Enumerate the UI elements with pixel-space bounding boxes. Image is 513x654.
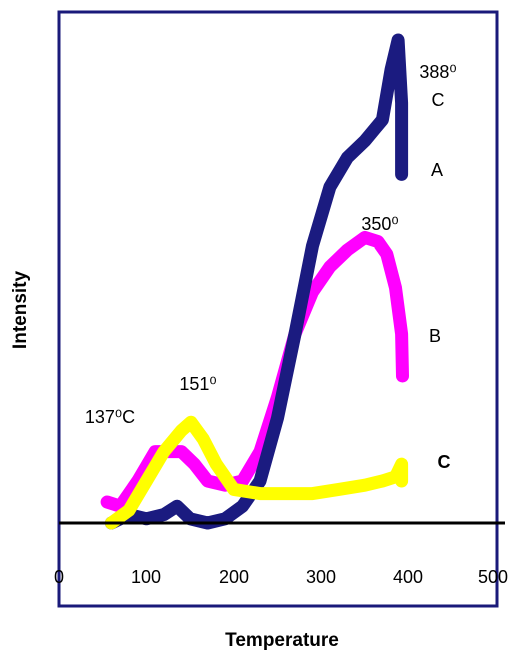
- annotation-388-unit: C: [432, 90, 445, 110]
- x-tick-100: 100: [131, 567, 161, 587]
- series-a-line: [104, 33, 409, 530]
- x-tick-labels: 0 100 200 300 400 500: [54, 567, 508, 587]
- x-tick-300: 300: [306, 567, 336, 587]
- curve-label-b: B: [429, 326, 441, 346]
- x-tick-200: 200: [219, 567, 249, 587]
- annotation-137: 137⁰C: [85, 407, 135, 427]
- x-tick-0: 0: [54, 567, 64, 587]
- curve-label-c: C: [438, 452, 451, 472]
- x-axis-title: Temperature: [225, 630, 339, 651]
- series-layer: [100, 33, 409, 530]
- annotation-388: 388⁰: [419, 62, 456, 82]
- annotation-151: 151⁰: [179, 374, 216, 394]
- series-c-line: [104, 415, 409, 530]
- y-axis-title: Intensity: [10, 271, 31, 350]
- curve-label-a: A: [431, 160, 443, 180]
- x-tick-500: 500: [478, 567, 508, 587]
- annotation-350: 350⁰: [361, 214, 398, 234]
- x-tick-400: 400: [393, 567, 423, 587]
